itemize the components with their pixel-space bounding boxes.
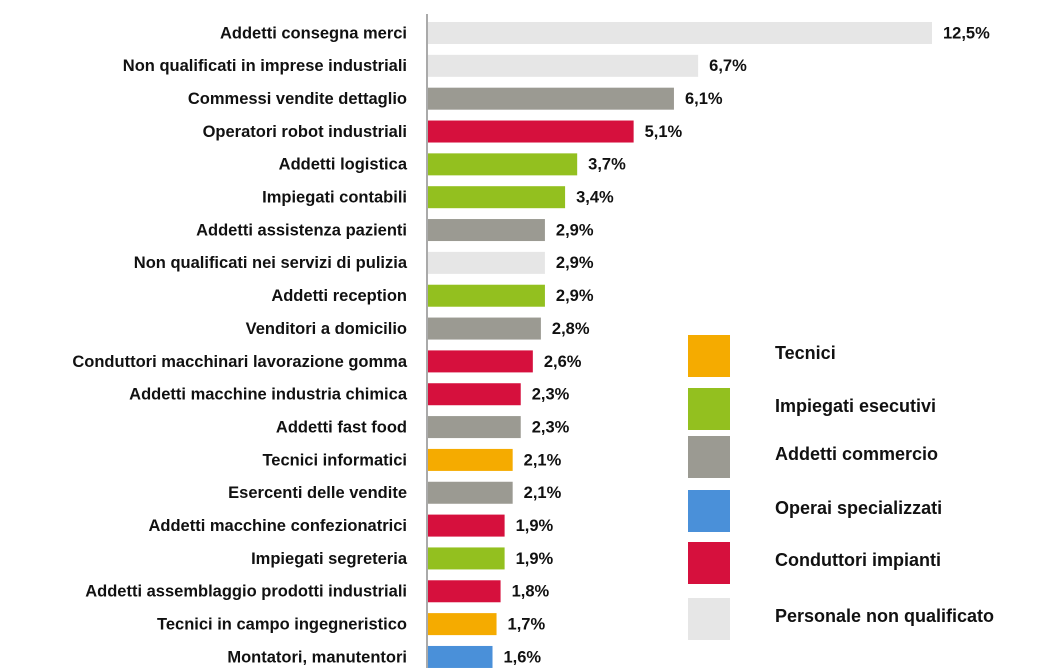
category-label: Impiegati segreteria: [251, 550, 408, 568]
bar: [428, 186, 566, 209]
legend-label: Operai specializzati: [775, 498, 942, 518]
category-label: Non qualificati in imprese industriali: [123, 57, 407, 75]
value-label: 2,9%: [556, 221, 594, 239]
category-label: Tecnici in campo ingegneristico: [157, 615, 407, 633]
value-label: 2,8%: [552, 320, 590, 338]
value-label: 1,8%: [512, 583, 550, 601]
bar: [428, 251, 545, 274]
category-label: Esercenti delle vendite: [228, 484, 407, 502]
value-label: 2,9%: [556, 287, 594, 305]
value-label: 6,1%: [685, 90, 723, 108]
value-label: 1,9%: [516, 517, 554, 535]
legend-swatch: [688, 490, 730, 532]
legend-label: Addetti commercio: [775, 444, 938, 464]
value-label: 1,7%: [508, 615, 546, 633]
value-label: 12,5%: [943, 24, 990, 42]
value-label: 2,6%: [544, 353, 582, 371]
value-label: 3,4%: [576, 189, 614, 207]
category-label: Addetti assistenza pazienti: [196, 221, 407, 239]
bar: [428, 383, 521, 406]
bar: [428, 547, 505, 570]
bar: [428, 120, 634, 143]
category-label: Addetti macchine industria chimica: [129, 386, 408, 404]
bar: [428, 284, 545, 307]
category-label: Addetti assemblaggio prodotti industrial…: [85, 583, 407, 601]
value-label: 2,3%: [532, 418, 570, 436]
bar: [428, 22, 932, 44]
bar: [428, 350, 533, 373]
bar: [428, 54, 699, 77]
legend-label: Impiegati esecutivi: [775, 396, 936, 416]
category-label: Commessi vendite dettaglio: [188, 90, 407, 108]
bar: [428, 87, 674, 110]
category-label: Non qualificati nei servizi di pulizia: [134, 254, 408, 272]
category-label: Operatori robot industriali: [203, 123, 407, 141]
legend-swatch: [688, 436, 730, 478]
value-label: 2,1%: [524, 451, 562, 469]
bar: [428, 317, 541, 340]
category-label: Conduttori macchinari lavorazione gomma: [72, 353, 407, 371]
bar: [428, 580, 501, 603]
bar: [428, 448, 513, 471]
value-label: 2,9%: [556, 254, 594, 272]
value-label: 1,9%: [516, 550, 554, 568]
value-label: 1,6%: [504, 648, 542, 666]
value-label: 5,1%: [645, 123, 683, 141]
category-label: Addetti logistica: [279, 156, 408, 174]
category-label: Addetti reception: [271, 287, 407, 305]
bar: [428, 481, 513, 504]
category-label: Tecnici informatici: [262, 451, 407, 469]
bar: [428, 514, 505, 537]
category-label: Impiegati contabili: [262, 189, 407, 207]
legend-label: Conduttori impianti: [775, 550, 941, 570]
bar: [428, 416, 521, 439]
category-label: Addetti macchine confezionatrici: [148, 517, 407, 535]
category-label: Addetti fast food: [276, 418, 407, 436]
legend-swatch: [688, 335, 730, 377]
legend-swatch: [688, 542, 730, 584]
category-label: Montatori, manutentori: [227, 648, 407, 666]
bar: [428, 153, 578, 176]
category-label: Venditori a domicilio: [246, 320, 407, 338]
bar: [428, 645, 493, 668]
bar: [428, 613, 497, 636]
legend-swatch: [688, 388, 730, 430]
legend-label: Personale non qualificato: [775, 606, 994, 626]
category-label: Addetti consegna merci: [220, 24, 407, 42]
value-label: 2,3%: [532, 386, 570, 404]
value-label: 6,7%: [709, 57, 747, 75]
value-label: 2,1%: [524, 484, 562, 502]
legend-label: Tecnici: [775, 343, 836, 363]
value-label: 3,7%: [588, 156, 626, 174]
bar: [428, 219, 545, 242]
legend-swatch: [688, 598, 730, 640]
